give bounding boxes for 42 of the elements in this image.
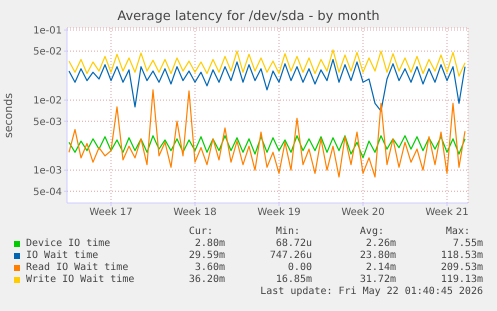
text: 118.53m xyxy=(440,250,483,261)
y-tick-label: 5e-03 xyxy=(33,116,62,128)
x-tick-label: Week 19 xyxy=(257,207,301,218)
text: 29.59m xyxy=(188,250,225,261)
y-tick-label: 1e-03 xyxy=(33,166,62,177)
line-series xyxy=(68,89,466,178)
text: 36.20m xyxy=(188,274,225,285)
text: Cur: xyxy=(188,226,213,237)
y-tick-label: 1e-01 xyxy=(33,26,62,37)
text: 31.72m xyxy=(358,274,396,285)
text: 3.60m xyxy=(194,262,225,273)
legend-label: IO Wait time xyxy=(26,250,98,261)
x-tick-label: Week 21 xyxy=(425,207,469,218)
text: 2.14m xyxy=(364,262,396,273)
text: 16.85m xyxy=(274,274,312,285)
text: 23.80m xyxy=(358,250,396,261)
y-tick-label: 5e-04 xyxy=(33,186,62,198)
text: 2.80m xyxy=(194,238,225,249)
line-series xyxy=(68,49,466,77)
x-tick-label: Week 17 xyxy=(89,207,133,218)
legend-label: Write IO Wait time xyxy=(26,274,134,285)
chart-title: Average latency for /dev/sda - by month xyxy=(116,9,381,24)
text: Max: xyxy=(444,226,470,237)
line-series xyxy=(68,58,466,112)
x-tick-label: Week 20 xyxy=(341,207,385,218)
text: 747.26u xyxy=(268,250,312,261)
text: 7.55m xyxy=(452,238,483,249)
y-tick-label: 1e-02 xyxy=(33,96,62,107)
y-axis-title: seconds xyxy=(2,92,15,138)
text: 209.53m xyxy=(440,262,483,273)
x-tick-label: Week 18 xyxy=(173,207,217,218)
text: 119.13m xyxy=(440,274,483,285)
y-tick-label: 5e-02 xyxy=(33,46,62,58)
text: 68.72u xyxy=(274,238,312,249)
text: 0.00 xyxy=(286,262,312,273)
text: Avg: xyxy=(358,226,384,237)
legend-label: Device IO time xyxy=(26,238,110,249)
text: Min: xyxy=(274,226,300,237)
text: Last update: Fri May 22 01:40:45 2026 xyxy=(260,286,483,297)
text: 2.26m xyxy=(364,238,396,249)
line-series xyxy=(68,135,466,158)
legend-label: Read IO Wait time xyxy=(26,262,128,273)
